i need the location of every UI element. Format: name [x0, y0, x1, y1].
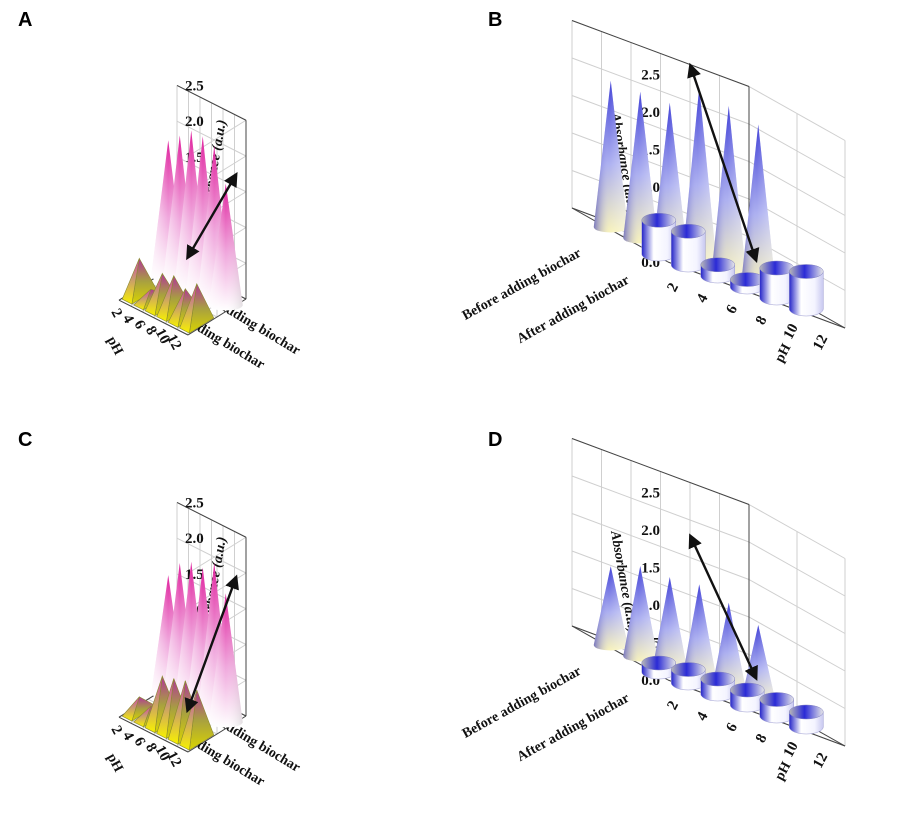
z-tick-label: 2.5 — [185, 495, 204, 511]
x-axis-label: pH — [104, 751, 126, 775]
z-tick-label: 2.5 — [185, 78, 204, 94]
x-tick-label: 8 — [753, 314, 771, 328]
bar-after — [121, 696, 157, 722]
data-marks — [121, 561, 243, 751]
bar-after — [759, 692, 794, 724]
z-tick-label: 2.0 — [641, 523, 660, 539]
x-tick-label: 12 — [163, 332, 184, 353]
x-tick-label: 10 — [781, 739, 802, 760]
data-marks — [121, 130, 243, 334]
x-tick-label: 4 — [694, 709, 712, 724]
z-tick-label: 2.5 — [641, 68, 660, 84]
x-tick-label: 10 — [152, 743, 173, 764]
x-tick-label: 12 — [810, 332, 831, 353]
bar-after — [641, 655, 676, 680]
panel-label: A — [18, 9, 32, 31]
panel-label: C — [18, 429, 32, 451]
bar-before — [711, 106, 746, 277]
x-tick-label: 4 — [694, 291, 712, 306]
x-tick-label: 2 — [664, 281, 682, 295]
bar-after — [179, 282, 215, 334]
bar-after — [789, 704, 824, 735]
bar-after — [759, 260, 794, 306]
bar-before — [593, 566, 628, 651]
bar-after — [671, 662, 706, 691]
change-arrow — [688, 533, 758, 681]
change-arrow — [184, 574, 239, 714]
change-arrow — [687, 62, 760, 264]
x-tick-label: 10 — [152, 326, 173, 347]
panel-label: B — [488, 9, 502, 31]
bar-after — [730, 272, 765, 295]
z-tick-label: 2.0 — [185, 531, 204, 547]
x-tick-label: 6 — [723, 302, 741, 317]
bar-after — [700, 671, 735, 702]
x-tick-label: 12 — [810, 750, 831, 771]
bar-before — [623, 566, 658, 662]
z-tick-label: 2.5 — [641, 486, 660, 502]
z-tick-label: 1.5 — [185, 567, 204, 583]
bar-before — [652, 577, 687, 673]
z-tick-label: 2.0 — [185, 114, 204, 130]
x-tick-label: 2 — [664, 699, 682, 713]
bar-after — [789, 264, 824, 317]
bar-after — [671, 224, 706, 273]
bar-after — [700, 257, 735, 284]
z-tick-label: 1.5 — [641, 561, 660, 577]
x-tick-label: 8 — [753, 732, 771, 746]
panel-label: D — [488, 429, 502, 451]
bar-before — [593, 80, 628, 233]
x-tick-label: 10 — [781, 321, 802, 342]
x-tick-label: 6 — [723, 720, 741, 735]
z-tick-label: 2.0 — [641, 105, 660, 121]
bar-before — [623, 91, 658, 244]
x-axis-label: pH — [104, 334, 126, 358]
x-tick-label: 12 — [163, 749, 184, 770]
change-arrow — [186, 171, 238, 261]
bar-after — [641, 213, 676, 262]
x-axis-label: pH — [772, 341, 794, 365]
x-axis-label: pH — [772, 759, 794, 783]
bar-after — [730, 682, 765, 713]
